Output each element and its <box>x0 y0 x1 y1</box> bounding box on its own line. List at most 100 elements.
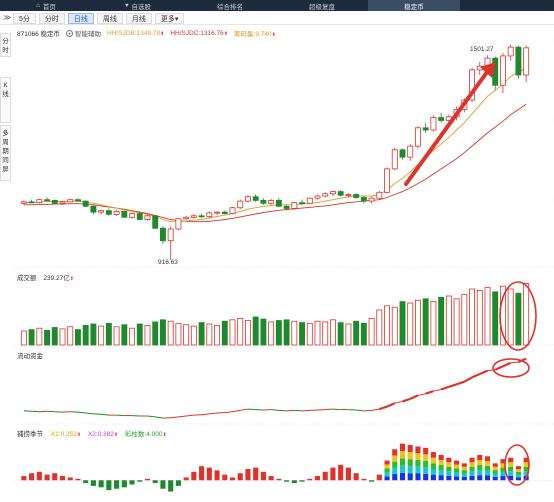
volume-bar <box>214 324 220 346</box>
timing-bar <box>98 480 104 488</box>
candle-body <box>523 47 530 76</box>
moving-averages <box>23 67 527 223</box>
candle-body <box>167 228 174 242</box>
candle-body <box>245 196 251 202</box>
candle-body <box>198 215 205 218</box>
volume-bar <box>430 301 437 346</box>
timing-stack-segment <box>484 461 491 466</box>
candle-body <box>221 211 228 214</box>
period-weekly-button[interactable]: 周线 <box>96 12 123 24</box>
period-5min-button[interactable]: 5分 <box>13 12 36 24</box>
tab-replay[interactable]: 超级复盘 <box>276 0 368 11</box>
volume-bar <box>484 287 491 346</box>
volume-bar <box>183 324 190 346</box>
ma-short-line <box>23 67 527 223</box>
timing-bar <box>137 480 143 482</box>
timing-stack-segment <box>515 474 521 478</box>
tab-ranking[interactable]: 综合排名 <box>184 0 276 11</box>
volume-bar <box>337 322 344 346</box>
candle-body <box>299 202 305 205</box>
up-arrow-icon: ⬆ <box>76 432 82 438</box>
timing-bar <box>376 474 382 481</box>
volume-bar <box>492 291 499 346</box>
candle-body <box>206 212 213 217</box>
timing-bar <box>314 476 321 481</box>
timing-bar <box>253 467 259 481</box>
candle-body <box>268 199 275 204</box>
timing-stack-segment <box>423 454 429 461</box>
tab-watchlist[interactable]: ♥ 自选股 <box>92 0 184 11</box>
volume-bar <box>376 309 383 346</box>
tab-home[interactable]: ⌂ 首页 <box>0 0 92 11</box>
annotations <box>404 62 537 486</box>
candle-body <box>507 46 514 57</box>
timing-bar <box>322 471 328 481</box>
period-more-button[interactable]: 更多▾ <box>154 12 185 24</box>
trend-arrow <box>404 66 492 186</box>
flow-segment <box>232 409 241 413</box>
flow-segment <box>170 416 179 419</box>
timing-x1: X1:0.252 <box>50 431 77 438</box>
timing-stack-segment <box>423 447 429 455</box>
sidebar-item-multi-period[interactable]: 多周期同屏 <box>0 125 11 181</box>
timing-stack-segment <box>500 467 506 472</box>
volume-bar <box>407 302 414 346</box>
timing-bar <box>260 471 266 481</box>
timing-stack-segment <box>454 460 460 465</box>
timing-stack-segment <box>523 462 529 467</box>
timing-stack-segment <box>508 457 514 463</box>
volume-panel-title: 成交额 239.27亿⬆ <box>17 272 74 282</box>
price-high-label: 1501.27 <box>470 46 494 53</box>
candle-body <box>353 194 360 198</box>
flow-segment <box>463 376 473 383</box>
candle-body <box>90 205 97 213</box>
timing-bars <box>14 443 554 492</box>
timing-stack-segment <box>508 466 514 472</box>
timing-stack-segment <box>477 459 483 466</box>
flow-segment <box>378 405 388 411</box>
period-monthly-button[interactable]: 月线 <box>125 12 152 24</box>
tab-stablecoin[interactable]: 稳定币 <box>368 0 460 11</box>
timing-stack-segment <box>523 457 529 463</box>
timing-stack-segment <box>484 456 491 462</box>
period-daily-button[interactable]: 日线 <box>67 12 94 24</box>
timing-stack-segment <box>461 470 467 474</box>
ma1-value: HH/SJDB:1348.78 <box>107 29 161 37</box>
timing-stack-segment <box>399 472 406 481</box>
volume-bar <box>384 305 390 346</box>
candle-body <box>322 193 329 197</box>
volume-bar <box>291 320 298 346</box>
sidebar-item-kline[interactable]: K线 <box>0 77 11 123</box>
candle-body <box>214 211 220 214</box>
timing-stack-segment <box>523 471 529 476</box>
timing-bar <box>29 473 35 481</box>
smart-assist-toggle[interactable]: ▾ 智能辅助 <box>66 28 101 38</box>
timing-stack-segment <box>469 466 475 472</box>
flow-segment <box>77 411 86 414</box>
flow-segment <box>155 416 164 419</box>
volume-bar <box>283 319 290 346</box>
timing-bar <box>191 471 197 481</box>
volume-bar <box>245 320 251 346</box>
timing-bar <box>52 473 58 481</box>
sidebar-item-timeshare[interactable]: 分时 <box>0 33 11 57</box>
candle-body <box>360 197 367 202</box>
volume-bar <box>299 322 305 346</box>
flow-segment <box>502 361 512 368</box>
candle-body <box>67 199 74 203</box>
candle-body <box>190 215 197 218</box>
assist-icon: ▾ <box>66 29 73 37</box>
period-timeshare-button[interactable]: 分时 <box>38 12 65 24</box>
candle-body <box>391 149 398 170</box>
timing-bar <box>206 467 212 481</box>
candle-body <box>175 218 182 230</box>
volume-bar <box>275 320 282 346</box>
volume-bar <box>461 294 468 346</box>
candle-body <box>314 195 321 199</box>
ma2-value: HH/SJDC:1316.76 <box>170 29 224 37</box>
flow-segment <box>394 400 403 404</box>
collapse-icon[interactable]: ≫ <box>3 13 12 22</box>
up-arrow-icon: ⬆ <box>271 32 276 38</box>
volume-bar <box>445 295 452 346</box>
